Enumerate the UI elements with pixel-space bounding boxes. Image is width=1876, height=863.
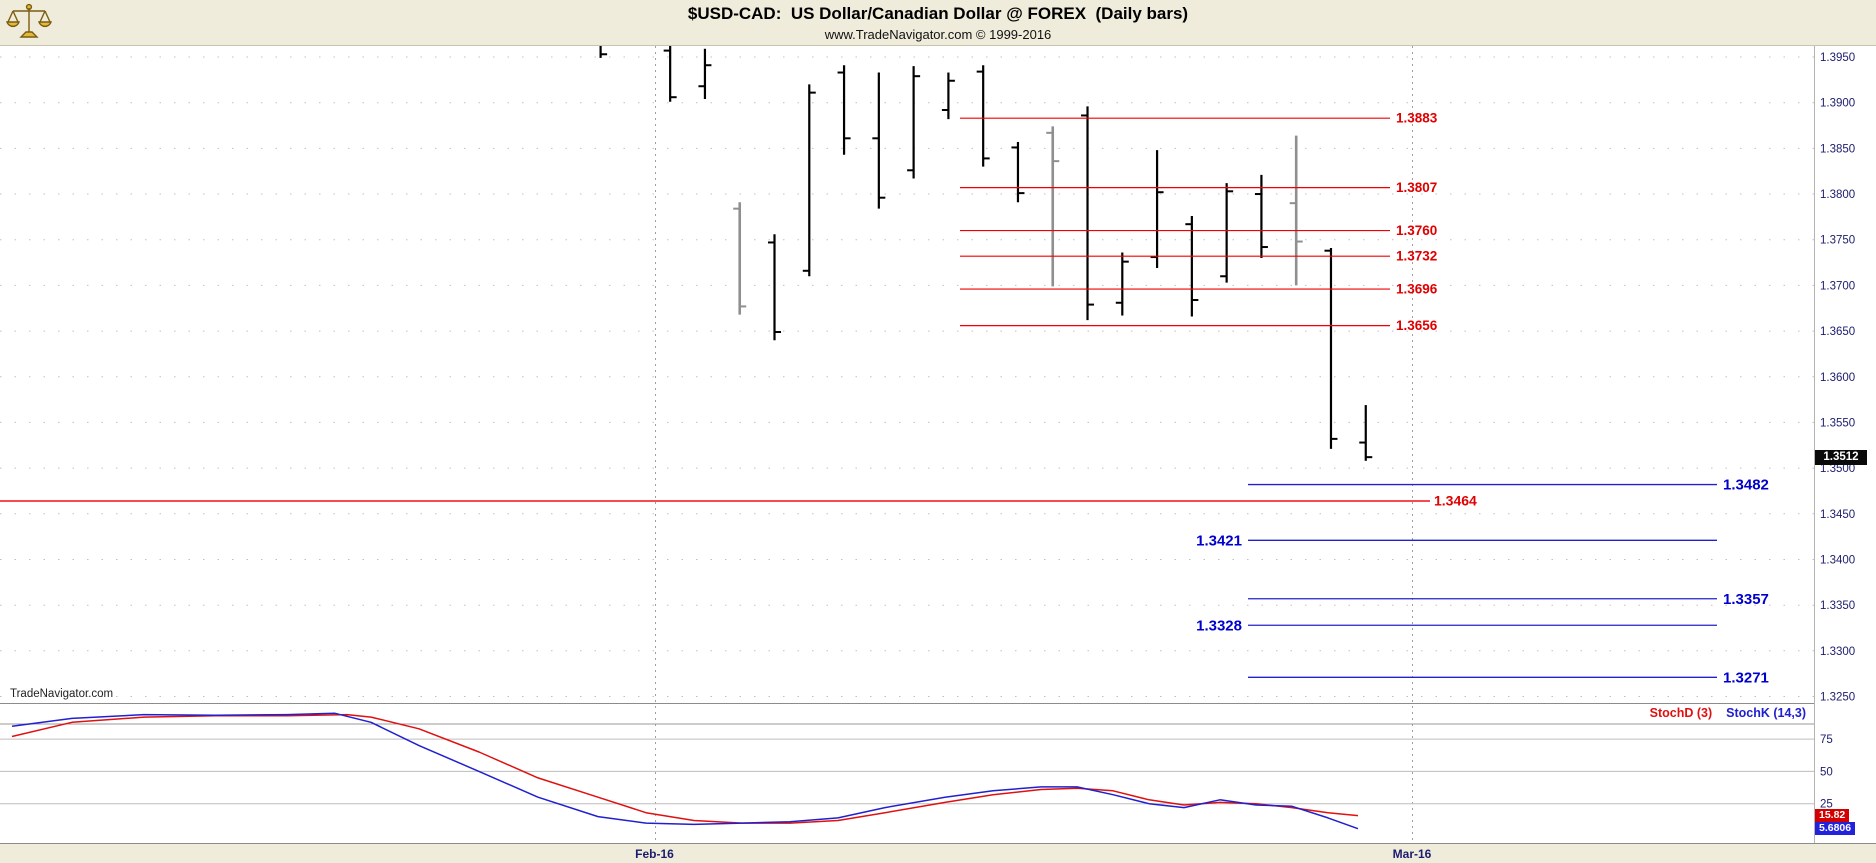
ohlc-bar [837,65,851,155]
price-axis-label: 1.3550 [1820,417,1855,429]
axis-border [1814,46,1815,843]
ohlc-bar [1324,247,1338,449]
resistance-label: 1.3696 [1396,282,1438,297]
price-axis-label: 1.3400 [1820,555,1855,567]
price-axis-label: 1.3500 [1820,463,1855,475]
ohlc-bar [1185,215,1199,317]
resistance-label: 1.3883 [1396,111,1438,126]
resistance-label: 1.3807 [1396,180,1437,195]
support-label: 1.3421 [1196,532,1242,549]
stochk-line[interactable] [11,712,1359,830]
ohlc-bar [733,202,747,315]
resistance-label: 1.3760 [1396,223,1437,238]
resistance-label: 1.3656 [1396,318,1438,333]
ohlc-bar [599,46,608,58]
watermark: TradeNavigator.com [10,688,114,700]
resistance-label: 1.3732 [1396,249,1437,264]
price-axis-label: 1.3600 [1820,372,1855,384]
price-axis-label: 1.3750 [1820,235,1855,247]
ohlc-bar [802,84,816,277]
price-axis-label: 1.3250 [1820,692,1855,704]
ohlc-bar [1220,183,1234,283]
stoch-axis-label: 50 [1820,766,1833,778]
ohlc-bar [1289,135,1303,286]
stoch-axis-label: 75 [1820,734,1833,746]
support-label: 1.3357 [1723,591,1769,608]
date-label-feb: Feb-16 [635,847,674,861]
ohlc-bar [1254,174,1268,258]
stochk-value-badge: 5.6806 [1815,822,1856,835]
pivot-label: 1.3464 [1434,493,1477,509]
date-axis: Feb-16 Mar-16 [0,843,1876,863]
support-label: 1.3482 [1723,477,1769,494]
ohlc-bar [872,72,886,209]
stochd-label[interactable]: StochD (3) [1649,706,1713,720]
stochastic-pane[interactable]: 75 50 25 [0,703,1876,843]
month-gridline [1412,46,1414,843]
last-price-badge: 1.3512 [1815,450,1867,465]
ohlc-bar [941,72,955,120]
price-axis-label: 1.3800 [1820,189,1855,201]
price-axis-label: 1.3700 [1820,280,1855,292]
ohlc-bar [1150,150,1164,269]
price-axis-label: 1.3950 [1820,52,1855,64]
price-axis-label: 1.3850 [1820,143,1855,155]
ohlc-bar [907,66,921,179]
chart-title: $USD-CAD: US Dollar/Canadian Dollar @ FO… [687,4,1189,23]
price-axis-label: 1.3450 [1820,509,1855,521]
ohlc-bar [1046,126,1060,287]
ohlc-bar [698,48,712,100]
scales-logo-icon [6,3,52,38]
ohlc-bar [1359,405,1373,461]
ohlc-bar [976,65,990,167]
price-axis-label: 1.3350 [1820,600,1855,612]
ohlc-bar [1011,141,1025,203]
stoch-axis-label: 25 [1820,799,1833,811]
stochd-value-badge: 15.82 [1815,809,1850,822]
support-label: 1.3271 [1723,669,1769,686]
chart-subtitle: www.TradeNavigator.com © 1999-2016 [824,27,1052,42]
price-axis-label: 1.3300 [1820,646,1855,658]
price-axis-label: 1.3650 [1820,326,1855,338]
price-axis-label: 1.3900 [1820,98,1855,110]
ohlc-bar [1081,106,1095,321]
support-label: 1.3328 [1196,617,1242,634]
ohlc-bar [1115,252,1129,316]
date-label-mar: Mar-16 [1392,847,1432,861]
indicator-legend: StochD (3) StochK (14,3) [1650,706,1806,720]
price-pane[interactable]: 1.3950 1.3900 1.3850 1.3800 1.3750 1.3700 1.36… [0,46,1876,703]
ohlc-bar [663,46,677,102]
month-gridline [654,46,656,843]
chart-header: $USD-CAD: US Dollar/Canadian Dollar @ FO… [0,0,1876,46]
ohlc-bar [768,234,781,341]
stochd-line[interactable] [11,713,1359,824]
stochk-label[interactable]: StochK (14,3) [1726,706,1806,720]
